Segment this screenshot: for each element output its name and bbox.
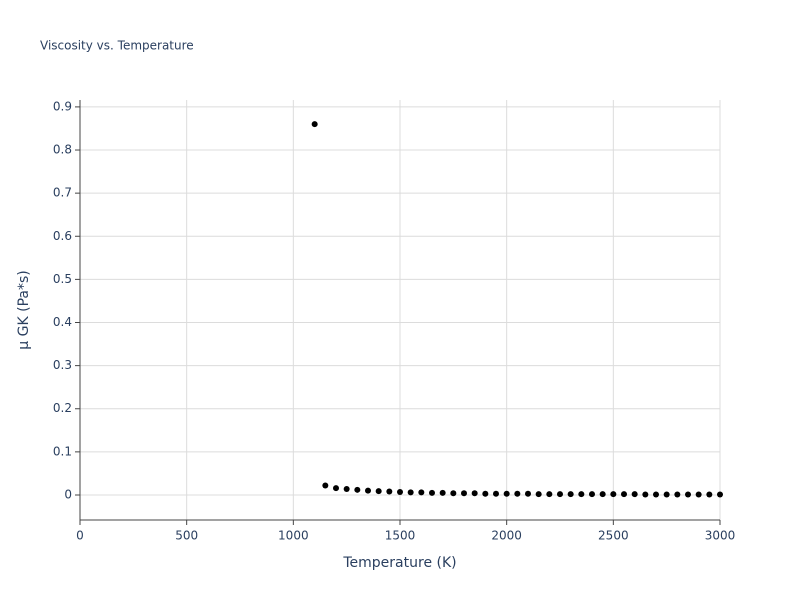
- data-point: [674, 491, 681, 498]
- x-tick-label: 1000: [278, 529, 309, 543]
- y-tick-label: 0: [64, 487, 72, 501]
- data-point: [663, 491, 670, 498]
- chart-title: Viscosity vs. Temperature: [40, 39, 194, 53]
- data-point: [333, 485, 339, 492]
- data-point: [343, 485, 350, 492]
- data-point: [493, 490, 499, 497]
- x-tick-label: 0: [76, 529, 84, 543]
- data-point: [311, 121, 318, 128]
- data-point: [503, 490, 510, 497]
- data-point: [482, 490, 489, 497]
- data-point: [642, 491, 649, 498]
- data-point: [525, 490, 531, 497]
- data-point: [706, 491, 713, 498]
- y-tick-label: 0.5: [53, 272, 72, 286]
- data-point: [567, 491, 574, 498]
- data-point: [439, 489, 446, 496]
- data-point: [429, 489, 435, 496]
- x-tick-label: 500: [175, 529, 198, 543]
- data-point: [386, 488, 393, 495]
- x-axis-title: Temperature (K): [342, 555, 456, 571]
- data-point: [535, 491, 542, 498]
- y-axis-title: μ GK (Pa*s): [16, 270, 32, 349]
- y-tick-label: 0.7: [53, 186, 72, 200]
- y-tick-label: 0.1: [53, 444, 72, 458]
- data-point: [578, 491, 585, 498]
- data-point: [621, 491, 627, 498]
- data-point: [717, 491, 723, 498]
- x-tick-label: 1500: [385, 529, 416, 543]
- data-point: [471, 490, 478, 497]
- data-point: [375, 488, 382, 495]
- x-tick-label: 3000: [705, 529, 736, 543]
- x-tick-label: 2000: [491, 529, 522, 543]
- data-point: [557, 491, 563, 498]
- y-tick-label: 0.9: [53, 99, 72, 113]
- y-tick-label: 0.8: [53, 143, 72, 157]
- y-tick-label: 0.2: [53, 401, 72, 415]
- data-point: [354, 486, 361, 493]
- data-point: [450, 490, 457, 497]
- data-point: [695, 491, 702, 498]
- data-point: [685, 491, 691, 498]
- data-point: [631, 491, 638, 498]
- data-point: [653, 491, 659, 498]
- data-point: [461, 490, 467, 497]
- y-tick-label: 0.3: [53, 358, 72, 372]
- data-point: [407, 489, 414, 496]
- data-point: [599, 491, 606, 498]
- x-tick-label: 2500: [598, 529, 629, 543]
- data-point: [514, 490, 521, 497]
- data-point: [610, 491, 617, 498]
- data-point: [322, 482, 329, 489]
- data-point: [589, 491, 595, 498]
- data-point: [418, 489, 425, 496]
- y-tick-label: 0.4: [53, 315, 72, 329]
- data-point: [365, 487, 371, 494]
- data-point: [397, 488, 403, 495]
- y-tick-label: 0.6: [53, 229, 72, 243]
- data-point: [546, 491, 553, 498]
